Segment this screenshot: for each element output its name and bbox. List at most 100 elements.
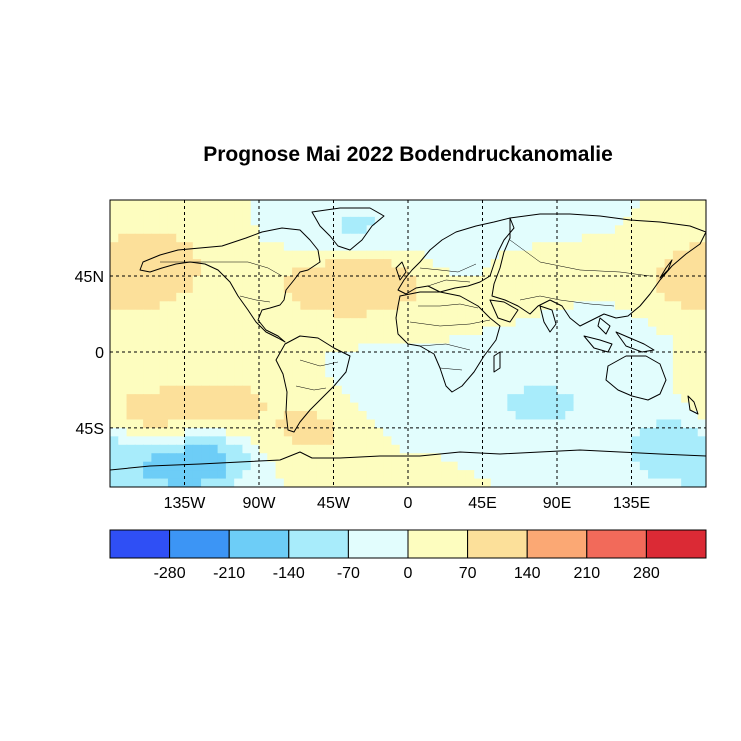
field-cell (292, 402, 301, 412)
field-cell (184, 242, 194, 252)
field-cell (482, 301, 492, 311)
field-cell (201, 453, 210, 463)
field-cell (325, 292, 335, 302)
field-cell (234, 360, 244, 370)
field-cell (399, 377, 409, 387)
field-cell (656, 377, 666, 387)
field-cell (482, 394, 492, 404)
field-cell (358, 453, 368, 463)
field-cell (110, 225, 119, 235)
field-cell (283, 419, 293, 429)
field-cell (449, 394, 459, 404)
field-cell (201, 402, 210, 412)
field-cell (151, 242, 161, 252)
field-cell (341, 343, 351, 353)
field-cell (664, 427, 674, 437)
field-cell (581, 225, 591, 235)
field-cell (424, 470, 434, 480)
field-cell (366, 461, 376, 471)
field-cell (639, 478, 649, 487)
field-cell (391, 250, 401, 260)
field-cell (573, 309, 583, 319)
field-cell (590, 259, 599, 269)
field-cell (358, 478, 368, 487)
field-cell (350, 292, 359, 302)
field-cell (118, 259, 128, 269)
field-cell (283, 259, 293, 269)
field-cell (507, 267, 517, 277)
lon-tick-label: 135W (164, 495, 207, 512)
field-cell (648, 377, 657, 387)
field-cell (350, 360, 359, 370)
field-cell (681, 200, 691, 210)
field-cell (292, 267, 301, 277)
field-cell (225, 478, 235, 487)
field-cell (457, 275, 467, 286)
field-cell (565, 284, 575, 294)
field-cell (300, 402, 310, 412)
field-cell (350, 385, 359, 395)
field-cell (283, 411, 293, 421)
field-cell (374, 444, 384, 454)
field-cell (523, 360, 533, 370)
field-cell (598, 360, 608, 370)
field-cell (540, 351, 550, 361)
field-cell (523, 427, 533, 437)
field-cell (465, 208, 475, 218)
field-cell (184, 225, 194, 235)
colorbar-label: -140 (273, 565, 305, 582)
field-cell (532, 250, 542, 260)
field-cell (557, 284, 566, 294)
field-cell (623, 309, 633, 319)
field-cell (565, 453, 575, 463)
field-cell (648, 284, 657, 294)
field-cell (201, 326, 210, 336)
field-cell (192, 394, 202, 404)
field-cell (176, 318, 186, 328)
field-cell (399, 394, 409, 404)
field-cell (465, 301, 475, 311)
field-cell (656, 225, 666, 235)
field-cell (598, 200, 608, 210)
field-cell (664, 233, 674, 243)
field-cell (225, 233, 235, 243)
field-cell (192, 275, 202, 286)
field-cell (325, 444, 335, 454)
field-cell (590, 275, 599, 286)
field-cell (333, 343, 343, 353)
field-cell (308, 368, 318, 378)
field-cell (275, 200, 285, 210)
field-cell (648, 436, 657, 446)
field-cell (581, 461, 591, 471)
field-cell (275, 444, 285, 454)
field-cell (126, 309, 136, 319)
field-cell (557, 453, 566, 463)
field-cell (532, 444, 542, 454)
field-cell (275, 419, 285, 429)
field-cell (474, 318, 484, 328)
field-cell (333, 385, 343, 395)
field-cell (225, 385, 235, 395)
field-cell (614, 343, 624, 353)
field-cell (134, 326, 144, 336)
field-cell (391, 284, 401, 294)
field-cell (325, 335, 335, 345)
field-cell (598, 478, 608, 487)
field-cell (565, 470, 575, 480)
field-cell (399, 326, 409, 336)
field-cell (134, 208, 144, 218)
field-cell (374, 292, 384, 302)
field-cell (432, 478, 442, 487)
field-cell (507, 436, 517, 446)
field-cell (623, 377, 633, 387)
field-cell (308, 385, 318, 395)
field-cell (681, 402, 691, 412)
field-cell (623, 267, 633, 277)
field-cell (167, 461, 177, 471)
field-cell (598, 259, 608, 269)
field-cell (143, 470, 152, 480)
field-cell (581, 419, 591, 429)
field-cell (201, 259, 210, 269)
field-cell (449, 284, 459, 294)
field-cell (449, 267, 459, 277)
